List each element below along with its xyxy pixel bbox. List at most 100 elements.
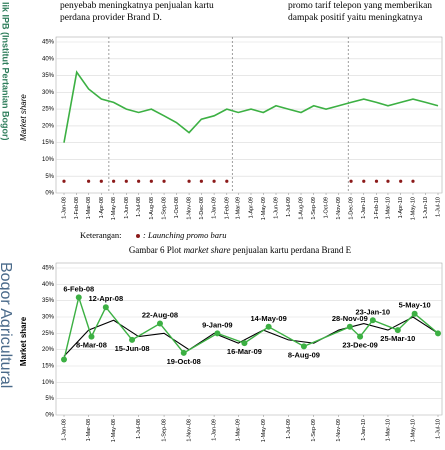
data-point	[129, 336, 136, 343]
x-tick-label: 1-Oct-08	[174, 197, 180, 218]
y-tick-label: 5%	[45, 396, 54, 402]
x-tick-label: 1-Sep-09	[311, 197, 317, 220]
y-tick-label: 40%	[42, 56, 55, 62]
point-label: 19-Oct-08	[167, 357, 201, 366]
x-tick-label: 1-Aug-08	[149, 197, 155, 220]
y-tick-label: 20%	[42, 347, 55, 353]
y-tick-label: 10%	[42, 380, 55, 386]
x-tick-label: 1-May-08	[111, 197, 117, 220]
x-tick-label: 1-Nov-08	[187, 197, 193, 220]
y-tick-label: 0%	[45, 191, 54, 197]
point-label: 28-Nov-09	[332, 314, 368, 323]
data-point	[357, 333, 364, 340]
x-tick-label: 1-May-09	[261, 419, 267, 442]
x-tick-label: 1-Feb-08	[74, 197, 80, 219]
watermark: Bogor Agricultural	[0, 262, 14, 388]
y-tick-label: 40%	[42, 282, 55, 288]
plot-frame	[55, 36, 443, 194]
data-point	[124, 179, 128, 183]
x-tick-label: 1-Jan-08	[61, 419, 67, 441]
x-tick-label: 1-Mar-08	[86, 197, 92, 219]
data-point	[369, 317, 376, 324]
data-point	[399, 179, 403, 183]
y-tick-label: 30%	[42, 90, 55, 96]
data-point	[241, 340, 248, 347]
watermark: lik IPB (Institut Pertanian Bogor)	[1, 2, 11, 141]
x-tick-label: 1-Jul-10	[435, 419, 441, 439]
data-point	[411, 179, 415, 183]
x-tick-label: 1-Jul-09	[286, 419, 292, 439]
x-tick-label: 1-Dec-09	[349, 197, 355, 220]
x-tick-label: 1-Jun-08	[124, 197, 130, 219]
y-axis-label: Market share	[19, 94, 28, 141]
series-line	[63, 70, 439, 143]
data-point	[149, 179, 153, 183]
body-text: dampak positif yaitu meningkatnya	[288, 12, 423, 23]
chart: 0% 5% 10% 15% 20% 25% 30% 35% 40% 45% Market share…	[19, 262, 443, 442]
data-point	[394, 327, 401, 334]
x-tick-label: 1-Dec-08	[199, 197, 205, 220]
y-tick-label: 20%	[42, 123, 55, 129]
legend-label: : Launching promo baru	[143, 230, 227, 240]
x-tick-label: 1-Feb-10	[374, 197, 380, 219]
data-point	[411, 310, 418, 317]
legend-note: Keterangan:	[80, 230, 122, 240]
data-point	[187, 179, 191, 183]
data-point	[386, 179, 390, 183]
data-point	[61, 356, 67, 363]
y-tick-label: 5%	[45, 174, 54, 180]
x-tick-label: 1-Oct-09	[323, 197, 329, 218]
x-tick-label: 1-Jan-10	[361, 197, 367, 219]
x-tick-label: 1-Jul-10	[435, 197, 441, 217]
data-point	[180, 349, 187, 356]
x-tick-label: 1-Mar-09	[236, 197, 242, 219]
x-tick-label: 1-Jun-09	[273, 197, 279, 219]
x-tick-label: 1-May-10	[410, 197, 416, 220]
point-label: 16-Mar-09	[227, 347, 262, 356]
body-text: promo tarif telepon yang memberikan	[288, 0, 432, 11]
x-tick-label: 1-Jan-10	[361, 419, 367, 441]
data-point	[62, 179, 66, 183]
y-tick-label: 45%	[42, 40, 55, 46]
data-point	[225, 179, 229, 183]
x-tick-label: 1-Jan-09	[212, 197, 218, 219]
data-point	[112, 179, 116, 183]
x-tick-label: 1-Feb-09	[224, 197, 230, 219]
point-label: 23-Jan-10	[355, 307, 390, 316]
point-label: 5-May-10	[399, 301, 431, 310]
x-tick-label: 1-Jul-09	[286, 197, 292, 217]
x-tick-label: 1-Sep-08	[162, 419, 168, 442]
point-label: 15-Jun-08	[115, 344, 150, 353]
data-point	[265, 323, 272, 330]
data-point	[199, 179, 203, 183]
x-tick-label: 1-May-09	[261, 197, 267, 220]
x-tick-label: 1-Jul-08	[136, 419, 142, 439]
y-tick-label: 35%	[42, 298, 55, 304]
series-line	[63, 316, 439, 357]
y-tick-label: 0%	[45, 413, 54, 419]
x-tick-label: 1-Mar-10	[385, 197, 391, 219]
y-tick-label: 10%	[42, 157, 55, 163]
data-point	[156, 320, 163, 327]
y-axis-label: Market share	[19, 316, 28, 366]
caption-text: penjualan kartu perdana Brand E	[230, 245, 351, 255]
x-tick-label: 1-Mar-08	[86, 419, 92, 441]
y-tick-label: 15%	[42, 140, 55, 146]
y-tick-label: 30%	[42, 315, 55, 321]
x-tick-label: 1-Jan-09	[212, 419, 218, 441]
x-tick-label: 1-May-08	[111, 419, 117, 442]
point-label: 22-Aug-08	[142, 311, 178, 320]
y-tick-label: 35%	[42, 73, 55, 79]
data-point	[214, 330, 221, 337]
data-point	[300, 343, 307, 350]
x-tick-label: 1-Jan-08	[61, 197, 67, 219]
data-point	[75, 294, 82, 301]
x-tick-label: 1-Sep-09	[311, 419, 317, 442]
point-label: 14-May-09	[250, 314, 286, 323]
y-tick-label: 15%	[42, 364, 55, 370]
point-label: 8-Mar-08	[76, 341, 107, 350]
point-label: 25-Mar-10	[380, 334, 415, 343]
x-tick-label: 1-Nov-09	[336, 197, 342, 220]
